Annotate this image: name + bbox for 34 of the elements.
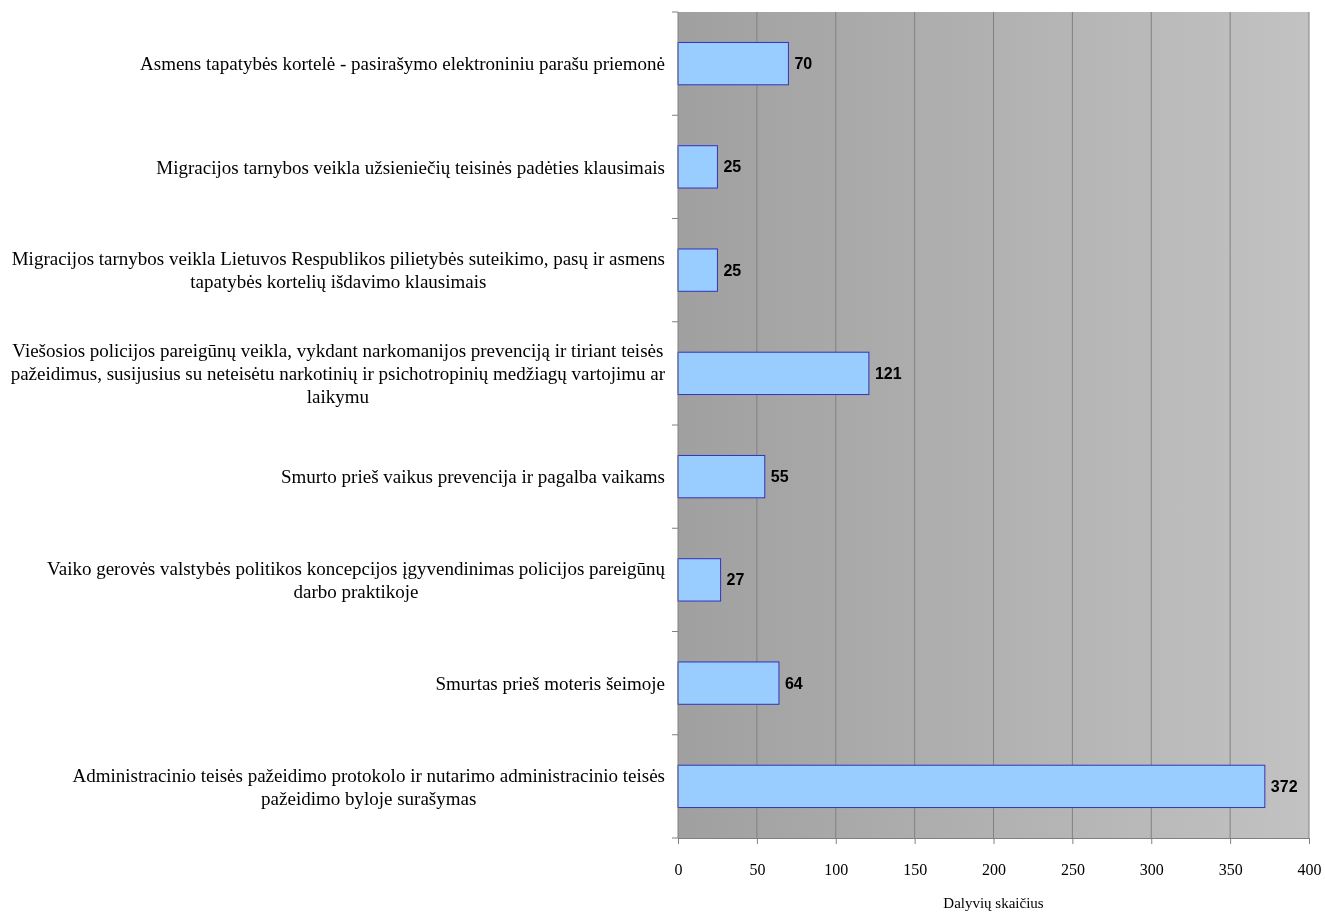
bar xyxy=(677,351,870,396)
data-label: 27 xyxy=(726,571,745,589)
y-tick-label: Migracijos tarnybos veikla užsieniečių teisinės padėties klausimais xyxy=(156,156,665,178)
y-tick-label: Administracinio teisės pažeidimo protokolo ir nutarimo administracinio teisės pažeidimo byloje surašymas xyxy=(72,764,665,809)
bar xyxy=(677,454,766,499)
x-tick-label: 350 xyxy=(1218,861,1243,879)
x-tick-label: 400 xyxy=(1297,861,1322,879)
y-tick-label: Migracijos tarnybos veikla Lietuvos Respublikos pilietybės suteikimo, pasų ir asmens tapatybės kortelių išdavimo klausimais xyxy=(11,248,666,293)
y-tick-label: Viešosios policijos pareigūnų veikla, vykdant narkomanijos prevenciją ir tiriant teisės pažeidimus, susijusius su neteisėtu narkotinių ir psichotropinių medžiagų vartojimu ar laikymu xyxy=(10,340,666,408)
bar xyxy=(677,41,789,86)
x-tick-label: 200 xyxy=(982,861,1006,879)
y-tick-label: Vaiko gerovės valstybės politikos koncepcijos įgyvendinimas policijos pareigūnų darbo praktikoje xyxy=(47,558,666,603)
data-label: 25 xyxy=(723,158,742,176)
x-tick-label: 250 xyxy=(1060,861,1085,879)
x-tick-label: 0 xyxy=(674,861,683,879)
bar xyxy=(677,145,718,189)
data-label: 372 xyxy=(1270,777,1298,795)
data-label: 70 xyxy=(794,55,813,73)
y-tick-label: Smurtas prieš moteris šeimoje xyxy=(435,672,666,694)
x-tick-label: 300 xyxy=(1139,861,1164,879)
y-tick-label: Smurto prieš vaikus prevencija ir pagalba vaikams xyxy=(280,466,666,488)
bar xyxy=(677,558,722,602)
x-tick-label: 150 xyxy=(903,861,928,879)
data-label: 64 xyxy=(784,674,803,692)
x-axis-title: Dalyvių skaičius xyxy=(943,895,1044,911)
y-tick-label: Asmens tapatybės kortelė - pasirašymo elektroniniu parašu priemonė xyxy=(140,53,666,75)
x-tick-label: 50 xyxy=(749,861,766,879)
bar xyxy=(677,764,1266,809)
data-label: 121 xyxy=(874,364,902,382)
bar xyxy=(677,661,780,705)
data-label: 25 xyxy=(723,261,742,279)
data-label: 55 xyxy=(770,468,789,486)
x-tick-label: 100 xyxy=(824,861,849,879)
bar xyxy=(677,248,718,292)
